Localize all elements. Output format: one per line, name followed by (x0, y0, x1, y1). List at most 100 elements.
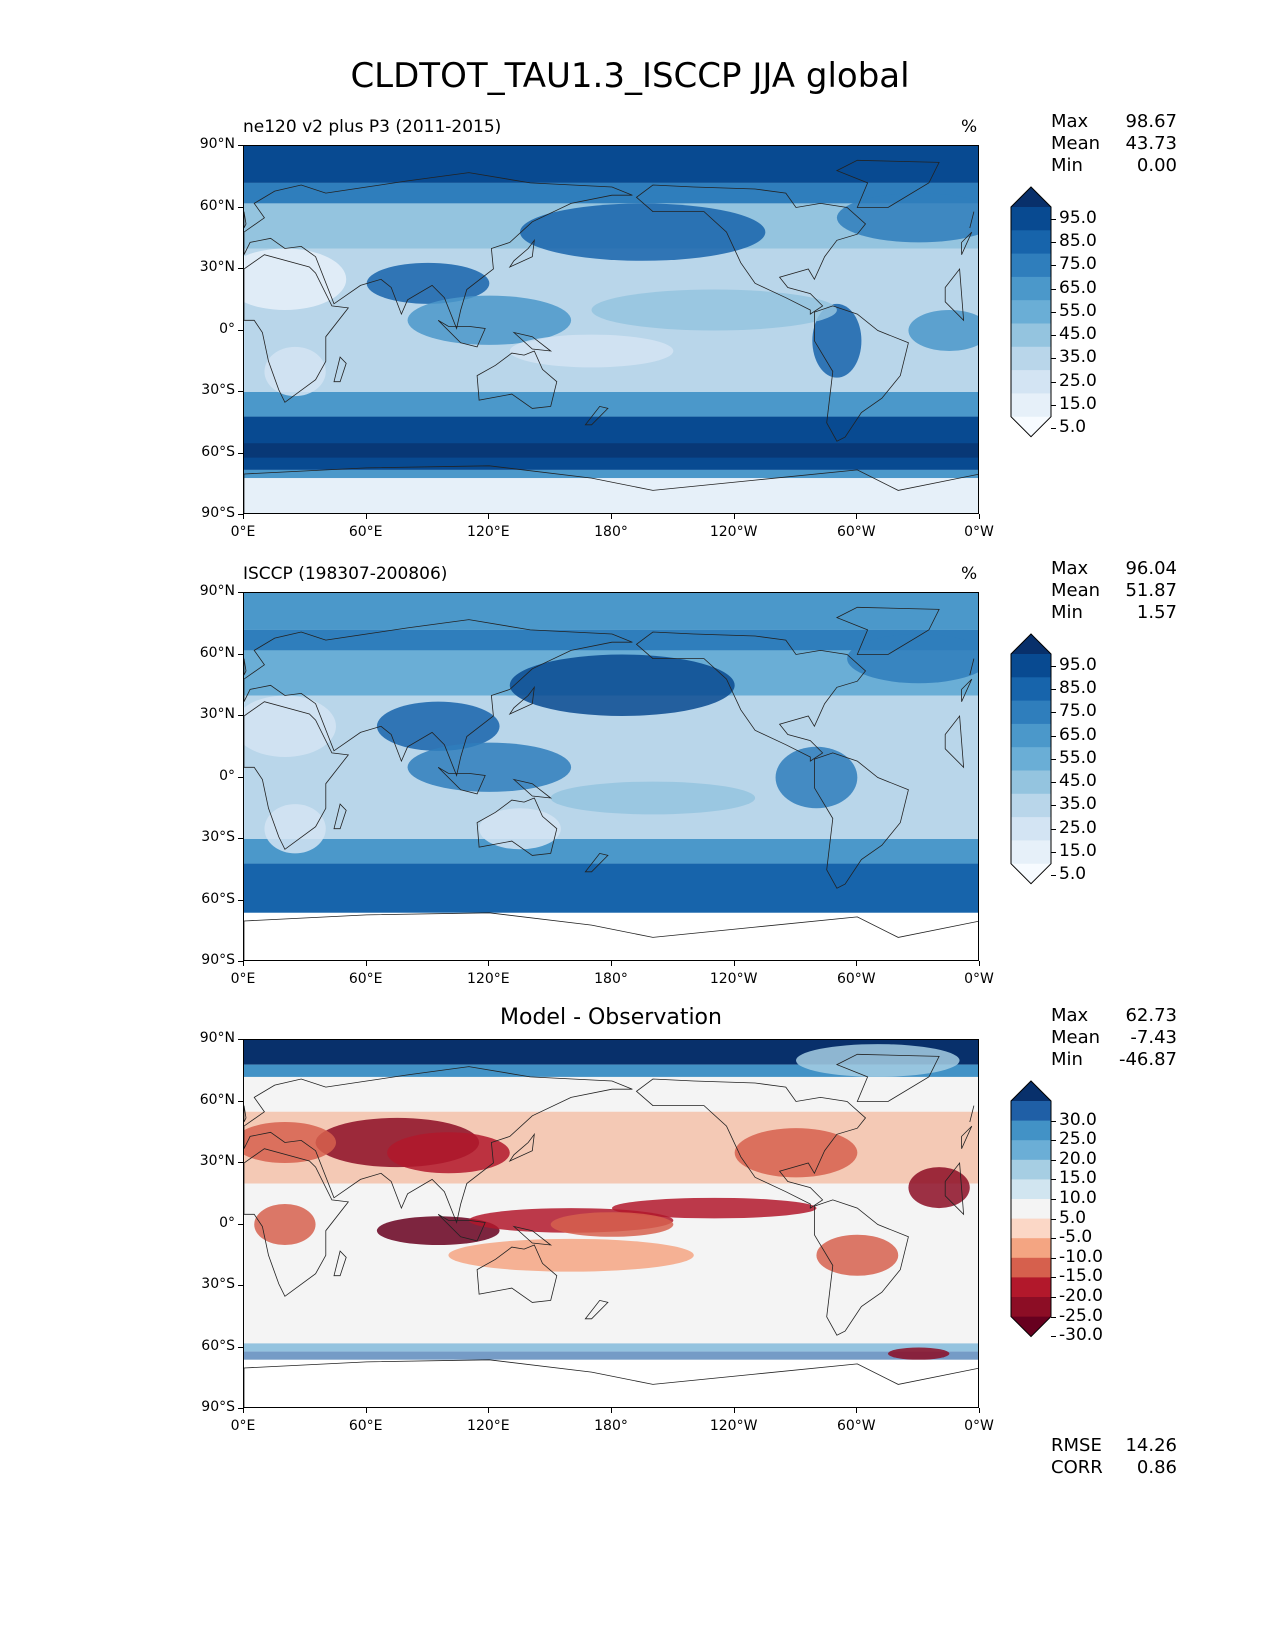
coastlines (244, 1053, 978, 1407)
metric-label: CORR (1051, 1457, 1103, 1478)
colorbar-tick (1051, 358, 1056, 360)
coastline-indonesia (437, 766, 486, 795)
panel-units: % (961, 117, 978, 137)
lat-tick (238, 1346, 243, 1348)
coastline-png (512, 1225, 553, 1246)
stat-row: Mean 51.87 (1051, 580, 1177, 602)
colorbar-tick (1051, 1159, 1056, 1161)
coastline-eurasia (244, 1066, 633, 1224)
stat-label: Mean (1051, 1027, 1101, 1048)
colorbar-segment (1011, 1297, 1051, 1318)
lat-tick-label: 90°S (201, 1399, 235, 1415)
stat-label: Min (1051, 155, 1083, 176)
lon-tick (488, 961, 490, 966)
stat-row: Max 96.04 (1051, 558, 1177, 580)
lon-tick (856, 961, 858, 966)
lat-tick-label: 30°N (199, 259, 235, 275)
lat-tick-label: 60°S (201, 443, 235, 460)
colorbar-tick (1051, 288, 1056, 290)
colorbar-segment (1011, 770, 1051, 795)
lon-tick-label: 0°E (230, 524, 256, 540)
colorbar-tick-label: 45.0 (1059, 324, 1097, 345)
coastline-madagascar (333, 1250, 347, 1277)
lon-tick (243, 1408, 244, 1413)
colorbar-tick (1051, 1238, 1056, 1240)
lat-tick (238, 592, 243, 593)
coastline-australia (476, 350, 558, 409)
coastline-png (512, 778, 553, 799)
panel-units: % (961, 564, 978, 584)
stats-block: Max 62.73 Mean -7.43 Min -46.87 (1051, 1005, 1177, 1071)
colorbar-segment (1011, 1238, 1051, 1259)
colorbar-segment (1011, 1199, 1051, 1220)
lat-tick (238, 1285, 243, 1286)
lat-tick (238, 268, 243, 269)
field-contours (244, 593, 978, 960)
coastline-africa (244, 701, 350, 850)
colorbar-tick (1051, 1336, 1056, 1338)
stat-value: -7.43 (1130, 1027, 1177, 1048)
lon-tick-label: 0°E (230, 1418, 256, 1434)
stat-row: Max 98.67 (1051, 111, 1177, 133)
stats-block: Max 98.67 Mean 43.73 Min 0.00 (1051, 111, 1177, 177)
lon-tick-label: 180° (594, 1418, 628, 1434)
stat-value: -46.87 (1118, 1049, 1177, 1070)
lon-tick (733, 961, 735, 966)
stat-row: Min 0.00 (1051, 155, 1177, 177)
colorbar-tick-label: 35.0 (1059, 794, 1097, 815)
colorbar-extend-max (1011, 187, 1051, 207)
colorbar-tick (1051, 1316, 1056, 1318)
colorbar-segment (1011, 1277, 1051, 1298)
lon-tick-label: 0°W (964, 1418, 994, 1434)
colorbar-tick (1051, 265, 1056, 267)
colorbar-tick-label: 55.0 (1059, 747, 1097, 768)
lat-tick-label: 30°S (201, 829, 235, 845)
colorbar-segment (1011, 346, 1051, 371)
colorbar-segment (1011, 723, 1051, 748)
colorbar-tick (1051, 735, 1056, 737)
colorbar-tick (1051, 241, 1056, 243)
lat-tick (238, 653, 243, 655)
colorbar-segment (1011, 276, 1051, 301)
lat-tick-label: 90°N (199, 136, 235, 152)
coastline-africa (244, 254, 350, 403)
coastline-uk (244, 658, 247, 676)
lon-tick (365, 961, 367, 966)
colorbar-tick (1051, 1140, 1056, 1142)
colorbar (1010, 186, 1052, 438)
metric-label: RMSE (1051, 1435, 1102, 1456)
colorbar-tick (1051, 1218, 1056, 1220)
coastline-africa (944, 267, 965, 322)
stat-row: Min -46.87 (1051, 1049, 1177, 1071)
colorbar-segment (1011, 840, 1051, 865)
lat-tick-label: 90°N (199, 1030, 235, 1046)
colorbar-tick-label: 75.0 (1059, 254, 1097, 275)
lat-tick (238, 838, 243, 839)
map-panel (243, 1039, 979, 1408)
metric-row: RMSE 14.26 (1051, 1435, 1177, 1457)
stat-value: 1.57 (1136, 602, 1177, 623)
coastline-eurasia (961, 231, 973, 255)
colorbar-tick-label: 20.0 (1059, 1148, 1097, 1169)
lat-tick (238, 899, 243, 901)
colorbar-extend-max (1011, 634, 1051, 654)
stats-block: Max 96.04 Mean 51.87 Min 1.57 (1051, 558, 1177, 624)
colorbar-tick-label: 5.0 (1059, 864, 1087, 885)
colorbar-tick (1051, 712, 1056, 714)
colorbar-segment (1011, 370, 1051, 394)
colorbar-tick (1051, 758, 1056, 760)
colorbar-segment (1011, 207, 1051, 231)
lat-tick-label: 60°S (201, 1337, 235, 1354)
colorbar-extend-min (1011, 863, 1051, 884)
colorbar-segment (1011, 253, 1051, 278)
stat-value: 51.87 (1125, 580, 1177, 601)
colorbar-tick-label: 5.0 (1059, 417, 1087, 438)
stat-label: Mean (1051, 133, 1101, 154)
coastline-africa (944, 714, 965, 769)
lat-tick (238, 329, 243, 331)
panel-title: Model - Observation (500, 1005, 722, 1030)
stat-value: 96.04 (1125, 558, 1177, 579)
lon-tick (979, 514, 980, 519)
colorbar-tick (1051, 218, 1056, 220)
coastline-png (512, 331, 553, 352)
